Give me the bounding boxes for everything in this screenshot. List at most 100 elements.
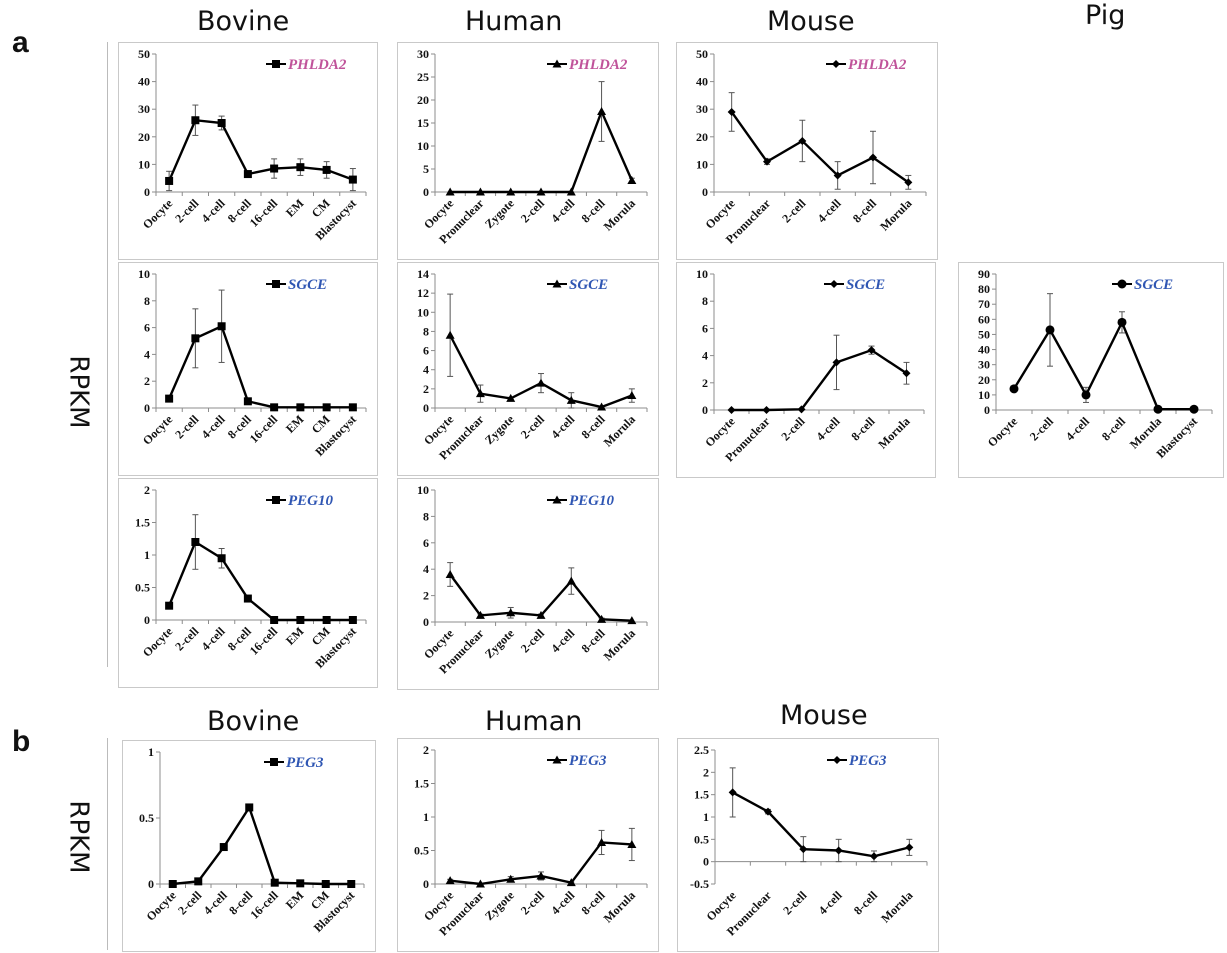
y-tick-label: 40 (696, 75, 708, 89)
y-tick-label: 2 (423, 589, 429, 603)
data-point (904, 178, 913, 187)
y-tick-label: 0 (702, 403, 708, 417)
data-point (506, 874, 516, 883)
header-b-human: Human (485, 706, 583, 737)
data-point (445, 187, 455, 196)
y-tick-label: 1 (148, 745, 154, 759)
y-tick-label: 20 (696, 130, 708, 144)
data-point (445, 569, 455, 578)
data-point (762, 406, 771, 414)
chart-frame (958, 262, 1224, 478)
y-axis-label-b: RPKM (63, 800, 94, 874)
y-tick-label: 25 (417, 70, 429, 84)
data-point (832, 358, 841, 367)
y-tick-label: 0 (423, 877, 429, 891)
y-tick-label: 2 (423, 382, 429, 396)
legend: SGCE (824, 277, 885, 293)
y-tick-label: 80 (978, 282, 990, 296)
data-point (764, 807, 772, 816)
y-tick-label: 40 (138, 75, 150, 89)
series-line (731, 348, 908, 412)
data-point (243, 397, 252, 406)
chart-frame (397, 262, 659, 476)
y-tick-label: 50 (978, 327, 990, 341)
chart-a-bovine-peg10: 00.511.52Oocyte2-cell4-cell8-cell16-cell… (118, 478, 378, 688)
data-point (348, 403, 357, 412)
data-point (445, 876, 455, 885)
y-tick-label: 0 (703, 855, 709, 869)
data-point (322, 616, 331, 624)
data-point (833, 171, 842, 180)
section-a-label: a (12, 26, 29, 59)
y-tick-label: -0.5 (690, 877, 709, 891)
y-tick-label: 10 (138, 157, 150, 171)
y-tick-label: 2 (144, 483, 150, 497)
data-point (506, 608, 516, 617)
y-tick-label: 8 (144, 294, 150, 308)
header-b-mouse: Mouse (780, 700, 868, 731)
data-point (869, 153, 877, 162)
y-tick-label: 10 (696, 157, 708, 171)
y-tick-label: 2.5 (694, 743, 709, 757)
y-tick-label: 20 (978, 373, 990, 387)
legend: SGCE (266, 277, 327, 293)
data-point (270, 164, 279, 173)
header-a-bovine: Bovine (197, 6, 290, 37)
legend-marker (272, 60, 280, 68)
data-point (270, 616, 279, 624)
y-tick-label: 60 (978, 312, 990, 326)
legend-label: PEG3 (569, 753, 607, 769)
y-tick-label: 4 (144, 347, 150, 361)
legend-label: PHLDA2 (288, 57, 347, 73)
data-point (322, 165, 331, 174)
data-point (597, 614, 607, 623)
y-tick-label: 4 (423, 562, 429, 576)
y-tick-label: 0 (148, 877, 154, 891)
header-a-human: Human (465, 6, 563, 37)
data-point (475, 610, 485, 619)
data-point (506, 187, 516, 196)
y-tick-label: 0 (144, 185, 150, 199)
y-tick-label: 2 (703, 765, 709, 779)
data-point (627, 616, 637, 625)
y-tick-label: 5 (423, 162, 429, 176)
data-point (536, 378, 546, 387)
legend: PEG10 (266, 493, 334, 509)
y-tick-label: 0 (144, 401, 150, 415)
legend-marker (552, 59, 562, 68)
data-point (348, 616, 357, 624)
data-point (245, 803, 254, 812)
data-point (194, 877, 203, 886)
y-tick-label: 90 (978, 267, 990, 281)
legend-marker (552, 755, 562, 764)
data-point (1189, 404, 1199, 414)
data-point (867, 346, 876, 355)
data-point (597, 837, 607, 846)
data-point (217, 322, 226, 331)
y-tick-label: 0.5 (139, 811, 154, 825)
data-point (243, 594, 252, 603)
legend-label: PEG10 (288, 493, 334, 509)
data-point (566, 187, 576, 196)
data-point (445, 330, 455, 339)
data-point (905, 843, 914, 852)
data-point (270, 878, 279, 887)
data-point (1045, 325, 1055, 335)
data-point (165, 176, 174, 185)
y-tick-label: 1.5 (414, 777, 429, 791)
y-tick-label: 10 (978, 388, 990, 402)
data-point (296, 163, 305, 172)
legend: PHLDA2 (826, 57, 907, 73)
data-point (797, 405, 806, 414)
y-tick-label: 0 (702, 185, 708, 199)
data-point (1009, 384, 1019, 394)
data-point (727, 107, 736, 116)
data-point (627, 839, 637, 848)
y-tick-label: 10 (138, 267, 150, 281)
legend-marker (272, 280, 280, 288)
y-tick-label: 30 (138, 102, 150, 116)
